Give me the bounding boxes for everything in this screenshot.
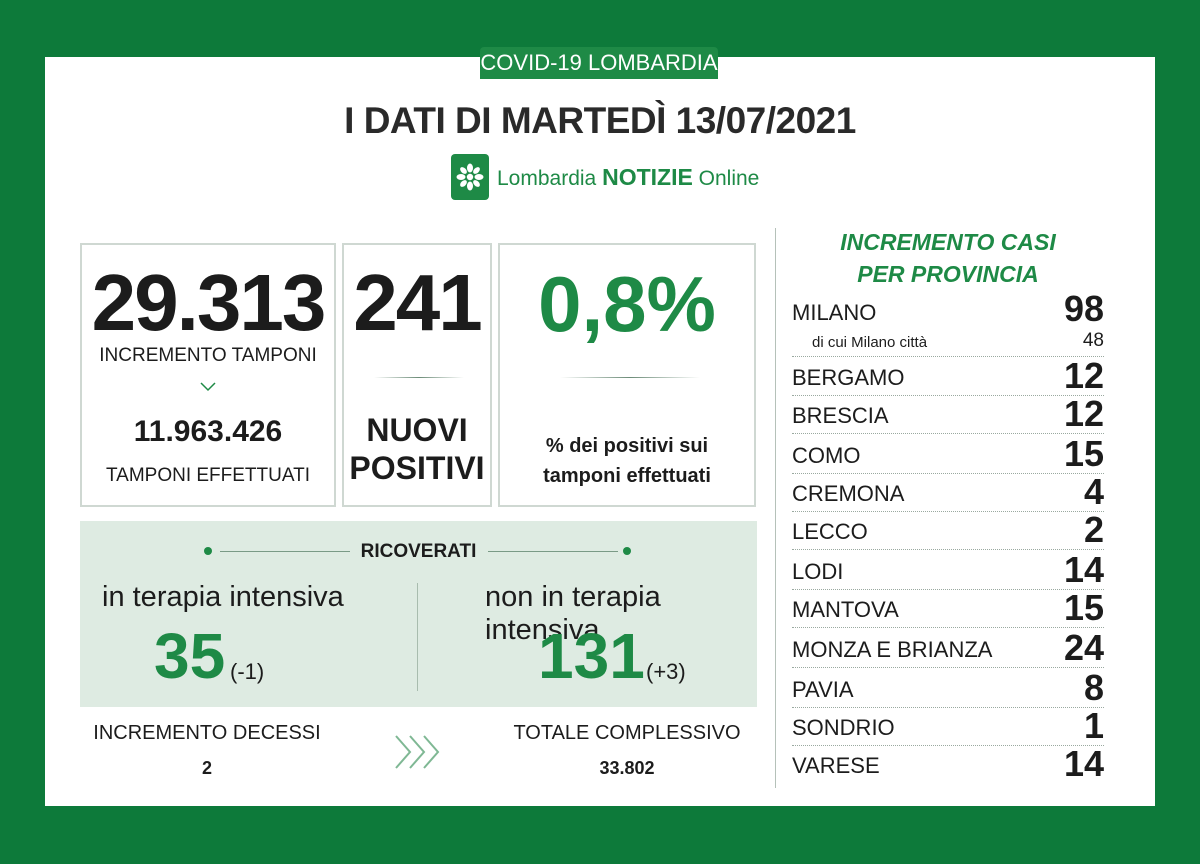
province-value: 24 [1063,627,1104,668]
province-name: LECCO [792,519,868,544]
province-row: BRESCIA 12 [792,393,1104,434]
province-name: PAVIA [792,677,854,702]
tamponi-increment: 29.313 [91,258,327,347]
province-value: 14 [1063,549,1104,590]
decessi-total-value: 33.802 [599,758,655,778]
province-row: VARESE 14 [792,743,1104,784]
bullet [623,547,631,555]
intensiva-value: 35 [154,620,226,692]
percentuale-value: 0,8% [538,260,716,348]
province-name: COMO [792,443,861,468]
intensiva-delta: (-1) [230,659,265,684]
province-row: LODI 14 [792,549,1104,590]
sidebar-divider [775,228,776,788]
province-value: 14 [1063,743,1104,784]
province-value: 1 [1083,705,1104,746]
brand-logo: Lombardia NOTIZIE Online [451,154,759,200]
percentuale-label: % dei positivi sui tamponi effettuati [500,431,754,491]
province-value: 98 [1063,288,1104,329]
tamponi-total-label: TAMPONI EFFETTUATI [105,465,311,486]
province-value: 12 [1063,355,1104,396]
province-row: COMO 15 [792,433,1104,474]
flower-icon [451,154,489,200]
decessi-increment-label: INCREMENTO DECESSI [93,722,321,744]
non-intensiva-delta: (+3) [646,659,686,684]
province-name: BRESCIA [792,403,889,428]
province-row: SONDRIO 1 [792,705,1104,746]
province-name: CREMONA [792,481,905,506]
province-value: 15 [1063,587,1104,628]
positivi-label: NUOVI POSITIVI [344,411,490,487]
vertical-divider [417,583,418,691]
percentuale-label-line2: tamponi effettuati [543,465,711,487]
province-row: PAVIA 8 [792,667,1104,708]
chevron-down-icon [199,380,217,398]
province-row: MONZA E BRIANZA 24 [792,627,1104,668]
province-name: BERGAMO [792,365,905,390]
positivi-label-line2: POSITIVI [349,450,485,486]
province-value: 4 [1083,471,1104,512]
brand-name: Lombardia NOTIZIE Online [497,164,759,191]
ricoverati-heading: RICOVERATI [360,541,477,562]
province-name: VARESE [792,753,880,778]
ricoverati-panel: RICOVERATI in terapia intensiva 35 (-1) … [80,521,757,707]
divider [374,377,464,378]
positivi-label-line1: NUOVI [366,412,468,448]
province-value: 12 [1063,393,1104,434]
province-name: SONDRIO [792,715,895,740]
decessi-total-label: TOTALE COMPLESSIVO [513,722,741,744]
tamponi-box: 29.313 INCREMENTO TAMPONI 11.963.426 TAM… [80,243,336,507]
province-heading-line2: PER PROVINCIA [857,261,1039,287]
province-value: 15 [1063,433,1104,474]
divider [220,551,350,552]
tamponi-total: 11.963.426 [133,415,283,448]
non-intensiva-label: non in terapia intensiva [485,581,661,646]
region-badge: COVID-19 LOMBARDIA [480,47,718,79]
divider [560,377,700,378]
province-row-milano: MILANO 98 di cui Milano città 48 [792,288,1104,357]
province-name: LODI [792,559,844,584]
brand-bold: NOTIZIE [602,163,693,190]
milano-citta-value: 48 [1082,330,1104,351]
intensiva-label: in terapia intensiva [102,581,344,613]
brand-prefix: Lombardia [497,166,597,190]
positivi-box: 241 NUOVI POSITIVI [342,243,492,507]
province-row: LECCO 2 [792,509,1104,550]
milano-citta-label: di cui Milano città [812,334,928,351]
percentuale-label-line1: % dei positivi sui [545,435,709,457]
province-row: BERGAMO 12 [792,355,1104,396]
province-value: 8 [1083,667,1104,708]
province-row: CREMONA 4 [792,471,1104,512]
decessi-increment-value: 2 [201,758,212,778]
non-intensiva-value: 131 [538,620,645,692]
bullet [204,547,212,555]
brand-suffix: Online [698,166,760,190]
positivi-value: 241 [353,258,482,347]
province-value: 2 [1083,509,1104,550]
province-name: MANTOVA [792,597,899,622]
divider [488,551,618,552]
province-heading-line1: INCREMENTO CASI [840,229,1056,255]
arrow-icon [392,732,446,777]
province-heading: INCREMENTO CASI PER PROVINCIA [792,226,1104,290]
province-row: MANTOVA 15 [792,587,1104,628]
province-name: MILANO [792,300,877,325]
page-title: I DATI DI MARTEDÌ 13/07/2021 [344,100,856,141]
tamponi-increment-label: INCREMENTO TAMPONI [99,345,317,366]
province-name: MONZA E BRIANZA [792,637,993,662]
percentuale-box: 0,8% % dei positivi sui tamponi effettua… [498,243,756,507]
